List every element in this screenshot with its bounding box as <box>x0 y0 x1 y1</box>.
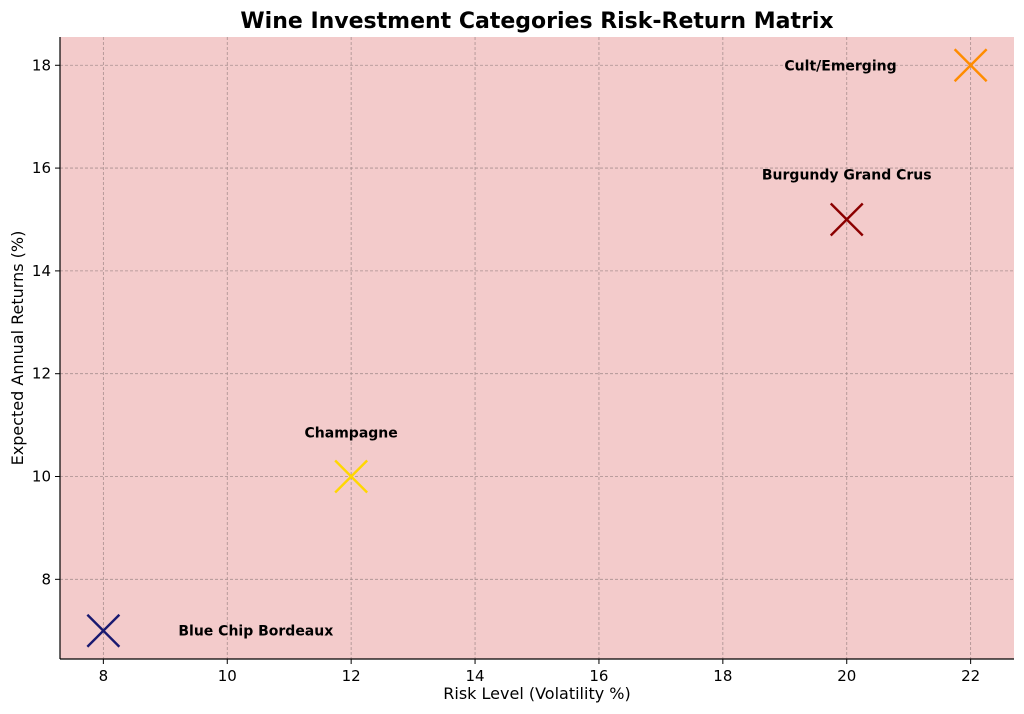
data-point-marker <box>86 613 121 648</box>
x-axis-label: Risk Level (Volatility %) <box>443 684 630 703</box>
x-tick-label: 20 <box>837 667 856 685</box>
x-tick-label: 12 <box>342 667 361 685</box>
x-tick-label: 14 <box>466 667 485 685</box>
gridlines <box>60 37 1014 659</box>
data-point-label: Burgundy Grand Crus <box>762 167 932 183</box>
y-tick-label: 16 <box>32 159 51 177</box>
x-tick-label: 10 <box>218 667 237 685</box>
y-tick-label: 14 <box>32 262 51 280</box>
tick-labels: 8 10 12 14 16 18 20 22 8 10 12 14 16 18 <box>32 56 980 685</box>
y-axis-label: Expected Annual Returns (%) <box>8 231 27 466</box>
axes <box>55 37 1014 664</box>
y-tick-label: 18 <box>32 56 51 74</box>
chart-title: Wine Investment Categories Risk-Return M… <box>240 9 833 34</box>
x-tick-label: 22 <box>961 667 980 685</box>
x-tick-label: 16 <box>589 667 608 685</box>
data-point-label: Blue Chip Bordeaux <box>178 624 333 640</box>
x-tick-label: 18 <box>713 667 732 685</box>
data-point-marker <box>829 202 864 237</box>
plot-area <box>60 37 1014 659</box>
data-point-marker <box>953 48 988 83</box>
y-tick-label: 8 <box>41 570 51 588</box>
data-point-label: Cult/Emerging <box>784 58 896 74</box>
x-tick-label: 8 <box>99 667 109 685</box>
data-points <box>86 48 988 648</box>
data-point-marker <box>334 459 369 494</box>
data-labels: Blue Chip Bordeaux Champagne Burgundy Gran… <box>178 58 931 639</box>
data-point-label: Champagne <box>305 426 398 442</box>
y-tick-label: 12 <box>32 365 51 383</box>
y-tick-label: 10 <box>32 468 51 486</box>
